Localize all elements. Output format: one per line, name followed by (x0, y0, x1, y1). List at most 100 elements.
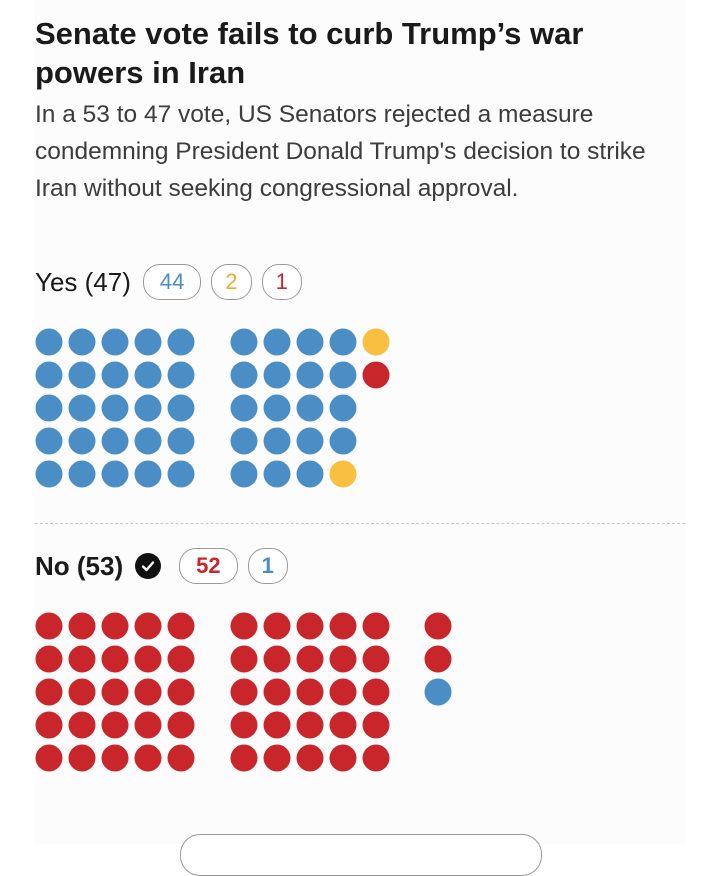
no-seat-dot (167, 645, 195, 673)
section-divider (35, 523, 685, 524)
yes-blue-badge: 44 (142, 264, 202, 300)
no-label: No (53) (35, 550, 124, 581)
yes-seat-dot (329, 427, 357, 455)
yes-seat-dot (329, 460, 357, 488)
yes-seat-dot (167, 361, 195, 389)
yes-seat-dot (35, 328, 63, 356)
no-seat-dot (329, 678, 357, 706)
yes-seat-dot (68, 427, 96, 455)
yes-seat-dot (230, 328, 258, 356)
yes-seat-dot (134, 460, 162, 488)
yes-seat-dot (230, 394, 258, 422)
yes-seat-dot (230, 427, 258, 455)
no-seat-dot (68, 678, 96, 706)
yes-seat-dot (329, 328, 357, 356)
no-seat-dot (296, 645, 324, 673)
yes-seat-dot (167, 460, 195, 488)
yes-seat-dot (296, 361, 324, 389)
no-seat-dot (35, 612, 63, 640)
no-seat-dot (101, 612, 129, 640)
yes-seat-dot (167, 427, 195, 455)
yes-seat-dot (68, 361, 96, 389)
yes-seat-dot (35, 427, 63, 455)
no-seat-dot (35, 711, 63, 739)
no-seat-dot (296, 612, 324, 640)
yes-seat-dot (134, 394, 162, 422)
yes-seat-dot (263, 394, 291, 422)
no-seat-dot (296, 678, 324, 706)
yes-seat-dot (101, 460, 129, 488)
yes-seat-dot (263, 361, 291, 389)
yes-seat-dot (296, 427, 324, 455)
no-seat-dot (329, 711, 357, 739)
no-blue-badge: 1 (247, 548, 288, 584)
yes-seat-dot (35, 460, 63, 488)
no-red-badge: 52 (179, 548, 238, 584)
no-row-header: No (53) 52 1 (35, 546, 288, 586)
no-seat-dot (296, 744, 324, 772)
no-seat-dot (167, 711, 195, 739)
yes-seat-dot (68, 460, 96, 488)
no-seat-dot (101, 744, 129, 772)
yes-seat-dot (167, 394, 195, 422)
no-seat-dot (134, 612, 162, 640)
seat-waffle-chart (35, 328, 452, 772)
no-seat-dot (230, 744, 258, 772)
yes-seat-dot (68, 394, 96, 422)
no-seat-dot (362, 744, 390, 772)
no-seat-dot (167, 678, 195, 706)
yes-seat-dot (167, 328, 195, 356)
no-seat-dot (230, 645, 258, 673)
yes-seat-dot (101, 361, 129, 389)
yes-seat-dot (35, 361, 63, 389)
no-seat-dot (134, 678, 162, 706)
no-seat-dot (329, 645, 357, 673)
yes-seat-dot (296, 328, 324, 356)
no-seat-dot (263, 678, 291, 706)
no-seat-dot (101, 711, 129, 739)
no-seat-dot (101, 678, 129, 706)
yes-seat-dot (329, 361, 357, 389)
no-seat-dot (362, 612, 390, 640)
yes-seat-dot (362, 361, 390, 389)
no-seat-dot (362, 711, 390, 739)
yes-seat-dot (263, 328, 291, 356)
no-seat-dot (68, 711, 96, 739)
no-seat-dot (35, 678, 63, 706)
no-seat-dot (329, 744, 357, 772)
no-seat-dot (68, 645, 96, 673)
yes-seat-dot (230, 361, 258, 389)
no-seat-dot (230, 678, 258, 706)
no-seat-dot (35, 744, 63, 772)
no-seat-dot (362, 678, 390, 706)
more-button[interactable] (180, 834, 542, 876)
chart-title: Senate vote fails to curb Trump’s war po… (35, 16, 584, 90)
chart-subtitle: In a 53 to 47 vote, US Senators rejected… (35, 101, 646, 202)
no-seat-dot (263, 645, 291, 673)
yes-seat-dot (68, 328, 96, 356)
no-seat-dot (296, 711, 324, 739)
no-seat-dot (424, 612, 452, 640)
yes-gold-badge: 2 (211, 264, 252, 300)
yes-seat-dot (296, 394, 324, 422)
no-seat-dot (101, 645, 129, 673)
yes-seat-dot (134, 328, 162, 356)
no-seat-dot (167, 744, 195, 772)
no-seat-dot (134, 645, 162, 673)
yes-seat-dot (101, 394, 129, 422)
yes-seat-dot (263, 427, 291, 455)
no-seat-dot (230, 612, 258, 640)
no-seat-dot (424, 678, 452, 706)
no-seat-dot (134, 744, 162, 772)
yes-seat-dot (101, 427, 129, 455)
yes-label: Yes (47) (35, 266, 131, 297)
no-seat-dot (329, 612, 357, 640)
no-seat-dot (263, 711, 291, 739)
no-seat-dot (263, 744, 291, 772)
no-seat-dot (134, 711, 162, 739)
yes-seat-dot (296, 460, 324, 488)
no-seat-dot (68, 744, 96, 772)
yes-red-badge: 1 (261, 264, 302, 300)
yes-seat-dot (329, 394, 357, 422)
no-seat-dot (424, 645, 452, 673)
